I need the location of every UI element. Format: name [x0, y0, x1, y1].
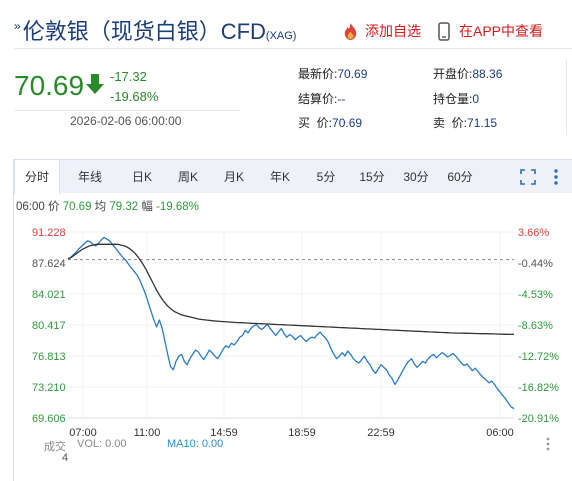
tab-4[interactable]: 月K [223, 170, 244, 184]
down-arrow-icon [86, 74, 104, 94]
price-line [67, 236, 515, 410]
y-tick-left: 69.606 [32, 413, 66, 425]
y-tick-left: 76.813 [32, 351, 66, 363]
price-change-pct: -19.68% [110, 89, 159, 104]
y-tick-right: -12.72% [518, 351, 559, 363]
y-tick-right: -16.82% [518, 382, 559, 394]
chart-status-line: 06:00 价 70.69 均 79.32 幅 -19.68% [16, 201, 199, 213]
x-tick: 06:00 [486, 427, 514, 439]
tab-1[interactable]: 年线 [77, 170, 102, 184]
ask-price-row: 卖 价:71.15 [433, 116, 498, 130]
tab-0[interactable]: 分时 [14, 159, 60, 195]
chart-area [13, 192, 572, 481]
open-interest-row: 持仓量:0 [433, 92, 480, 106]
y-tick-right: -0.44% [518, 258, 553, 270]
page-title: »伦敦银（现货白银）CFD(XAG) [14, 14, 296, 46]
title-arrows-icon: » [14, 19, 21, 33]
y-tick-right: -20.91% [518, 413, 559, 425]
view-in-app-label: 在APP中查看 [459, 23, 544, 39]
y-tick-left: 91.228 [32, 227, 66, 239]
tab-5[interactable]: 年K [269, 170, 290, 184]
instrument-code: (XAG) [265, 30, 297, 42]
x-tick: 07:00 [69, 427, 97, 439]
latest-price-row: 最新价:70.69 [298, 67, 368, 81]
view-in-app-button[interactable]: 在APP中查看 [438, 21, 543, 41]
info-edge [566, 60, 572, 135]
ma10-label: MA10: 0.00 [167, 438, 224, 450]
open-price-row: 开盘价:88.36 [433, 67, 503, 81]
volume-prefix: 成交 [44, 441, 66, 453]
x-tick: 14:59 [210, 427, 238, 439]
quote-timestamp: 2026-02-06 06:00:00 [70, 114, 182, 128]
header-divider [14, 48, 572, 49]
last-price: 70.69 [14, 70, 85, 101]
y-tick-left: 80.417 [32, 320, 66, 332]
bid-price-row: 买 价:70.69 [298, 116, 363, 130]
add-watchlist-button[interactable]: 添加自选 [341, 21, 421, 41]
tab-7[interactable]: 15分 [359, 170, 385, 184]
volume-label: VOL: 0.00 [77, 438, 127, 450]
x-tick: 22:59 [367, 427, 395, 439]
instrument-name: 伦敦银（现货白银）CFD [22, 19, 266, 44]
tab-8[interactable]: 30分 [403, 170, 429, 184]
quote-divider [14, 110, 240, 111]
price-change: -17.32 [110, 69, 147, 84]
tab-6[interactable]: 5分 [316, 170, 336, 184]
more-menu-icon[interactable] [548, 168, 564, 186]
tab-3[interactable]: 周K [177, 170, 198, 184]
y-tick-right: -8.63% [518, 320, 553, 332]
volume-more-icon[interactable] [541, 436, 555, 452]
average-line [67, 243, 514, 336]
fullscreen-icon[interactable] [520, 169, 536, 185]
x-tick: 18:59 [288, 427, 316, 439]
flame-icon [344, 22, 357, 40]
y-tick-right: 3.66% [518, 227, 549, 239]
phone-icon [438, 21, 450, 41]
page-number: 4 [62, 452, 69, 464]
y-tick-left: 87.624 [32, 258, 66, 270]
y-tick-right: -4.53% [518, 289, 553, 301]
y-tick-left: 84.021 [32, 289, 66, 301]
tab-9[interactable]: 60分 [447, 170, 473, 184]
settle-price-row: 结算价:-- [298, 92, 346, 106]
x-tick: 11:00 [134, 427, 161, 439]
add-watchlist-label: 添加自选 [365, 23, 421, 39]
tab-2[interactable]: 日K [131, 170, 152, 184]
chart-period-tabs: 分时 年线 日K 周K 月K 年K 5分 15分 30分 60分 [13, 159, 572, 195]
y-tick-left: 73.210 [32, 382, 66, 394]
